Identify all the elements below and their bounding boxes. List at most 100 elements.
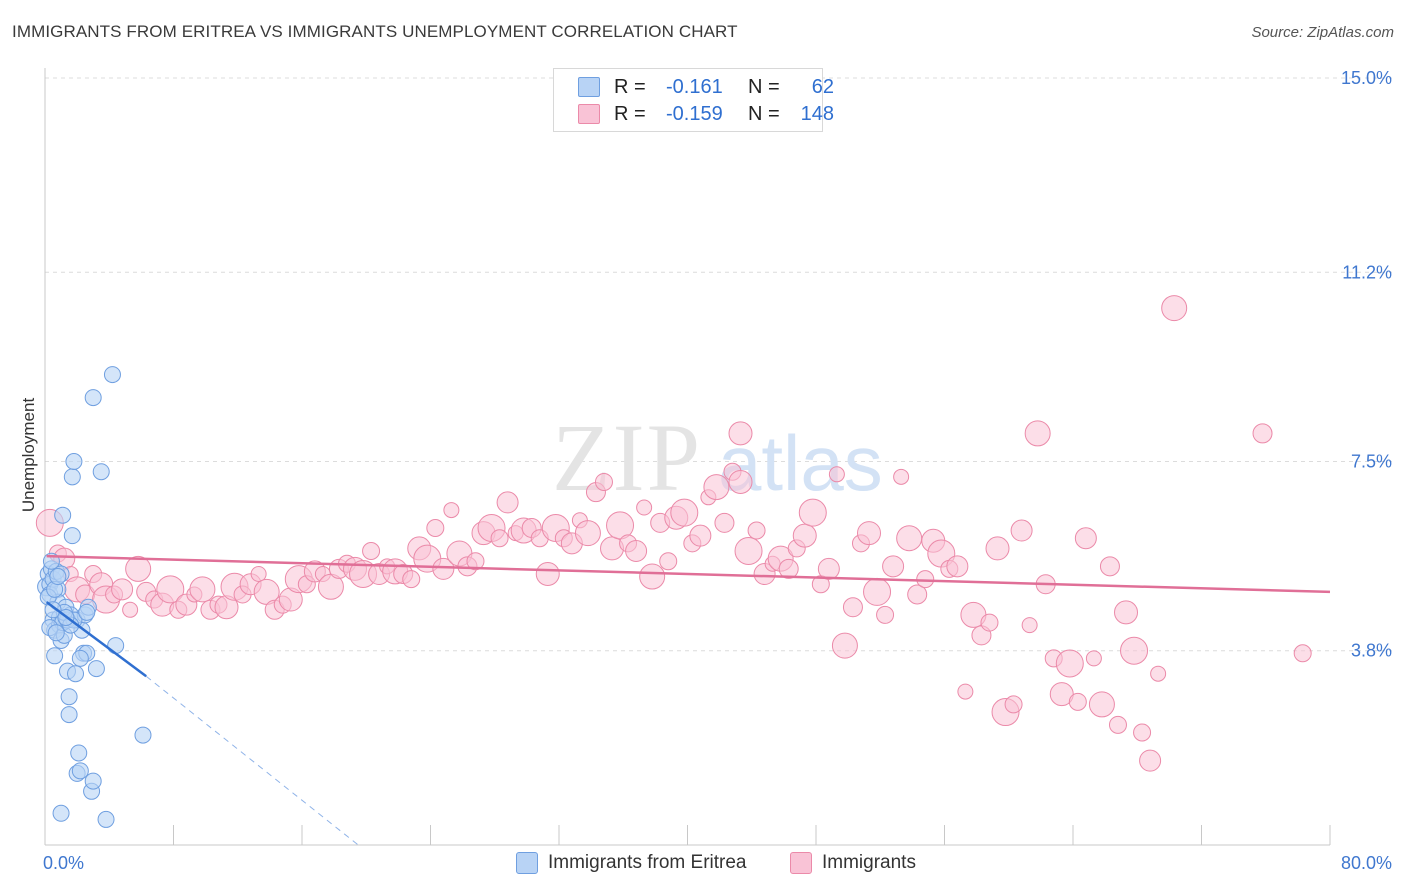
immigrants-point [893, 468, 910, 485]
y-axis-label: Unemployment [19, 398, 38, 513]
immigrants-point [728, 469, 753, 494]
immigrants-point [1133, 723, 1152, 742]
immigrants-point [957, 683, 974, 700]
immigrants-point [882, 555, 905, 578]
immigrants-point [876, 605, 895, 624]
legend-n-label: N = [748, 102, 780, 125]
immigrants-trend-line [46, 554, 1331, 594]
eritrea-point [67, 665, 85, 683]
eritrea-point [60, 688, 78, 706]
immigrants-point [1088, 691, 1115, 718]
eritrea-point [84, 772, 102, 790]
immigrants-point [443, 502, 460, 519]
eritrea-point [84, 389, 102, 407]
legend-swatch-immigrants [578, 104, 600, 124]
immigrants-point [1099, 556, 1120, 577]
immigrants-point [916, 570, 935, 589]
axes [44, 68, 1331, 846]
eritrea-point [63, 468, 81, 486]
immigrants-point [111, 578, 134, 601]
legend-swatch-eritrea [578, 77, 600, 97]
immigrants-point [625, 539, 648, 562]
y-tick-label-1: 7.5% [1351, 452, 1392, 472]
chart-title: IMMIGRANTS FROM ERITREA VS IMMIGRANTS UN… [12, 22, 738, 41]
immigrants-point [496, 491, 519, 514]
series-legend: Immigrants from Eritrea Immigrants [0, 852, 1406, 878]
immigrants-point [734, 536, 763, 565]
series-legend-eritrea[interactable]: Immigrants from Eritrea [516, 852, 746, 874]
immigrants-point [189, 576, 216, 603]
eritrea-point [46, 647, 64, 665]
immigrants-point [1021, 617, 1038, 634]
immigrants-point [747, 521, 766, 540]
immigrants-point [432, 557, 455, 580]
legend-row-eritrea: R = -0.161 N = 62 [578, 75, 834, 99]
series-label-eritrea: Immigrants from Eritrea [548, 852, 747, 873]
immigrants-point [1010, 519, 1033, 542]
immigrants-point [670, 498, 699, 527]
immigrants-point [817, 557, 840, 580]
immigrants-point [1055, 649, 1084, 678]
immigrants-point [466, 552, 485, 571]
tick-labels: 3.8% 7.5% 11.2% 15.0% 0.0% 80.0% [43, 68, 1392, 873]
immigrants-point [250, 565, 267, 582]
eritrea-point [49, 568, 67, 586]
legend-r-value-eritrea: -0.161 [666, 75, 723, 98]
immigrants-point [857, 521, 882, 546]
correlation-legend: R = -0.161 N = 62 R = -0.159 N = 148 [553, 68, 834, 132]
eritrea-point [60, 706, 78, 724]
immigrants-point [703, 474, 730, 501]
legend-n-label: N = [748, 75, 780, 98]
immigrants-point [122, 601, 139, 618]
series-swatch-immigrants [790, 852, 812, 874]
immigrants-point [980, 613, 999, 632]
eritrea-point [65, 453, 83, 470]
eritrea-point [44, 601, 62, 619]
immigrants-point [574, 520, 601, 547]
eritrea-point [87, 660, 105, 678]
eritrea-point [63, 527, 81, 545]
legend-row-immigrants: R = -0.159 N = 148 [578, 102, 834, 126]
immigrants-point [125, 555, 152, 582]
watermark-zip: ZIP [552, 404, 702, 511]
trend-lines [45, 554, 1331, 846]
y-tick-label-3: 15.0% [1341, 68, 1392, 88]
immigrants-point [606, 511, 635, 540]
immigrants-point [778, 558, 799, 579]
x-tick-label-1: 80.0% [1341, 853, 1392, 873]
immigrants-point [659, 552, 678, 571]
immigrants-point [1150, 665, 1167, 682]
immigrants-point [896, 525, 923, 552]
legend-n-value-eritrea: 62 [811, 75, 834, 98]
legend-r-value-immigrants: -0.159 [666, 102, 723, 125]
immigrants-point [402, 570, 421, 589]
immigrants-point [1139, 749, 1162, 772]
legend-r-label: R = [614, 75, 646, 98]
series-legend-immigrants[interactable]: Immigrants [790, 852, 916, 874]
eritrea-point [97, 810, 115, 828]
series-swatch-eritrea [516, 852, 538, 874]
immigrants-point [863, 577, 892, 606]
eritrea-point [54, 506, 72, 524]
immigrants-point [728, 421, 753, 446]
immigrants-point [636, 499, 653, 516]
eritrea-trend-line [45, 601, 147, 678]
eritrea-point [78, 603, 96, 621]
immigrants-point [842, 597, 863, 618]
legend-r-label: R = [614, 102, 646, 125]
eritrea-point [71, 762, 89, 780]
immigrants-point [798, 498, 827, 527]
immigrants-point [792, 523, 817, 548]
immigrants-point [828, 466, 845, 483]
chart-source: Source: ZipAtlas.com [1251, 24, 1394, 41]
eritrea-point [92, 463, 110, 481]
immigrants-point [1161, 295, 1188, 322]
immigrants-point [1068, 692, 1087, 711]
immigrants-point [1120, 636, 1149, 665]
immigrants-point [362, 541, 381, 560]
immigrants-point [1085, 650, 1102, 667]
immigrants-point [907, 584, 928, 605]
immigrants-point [594, 472, 613, 491]
grid-lines [45, 77, 1392, 652]
